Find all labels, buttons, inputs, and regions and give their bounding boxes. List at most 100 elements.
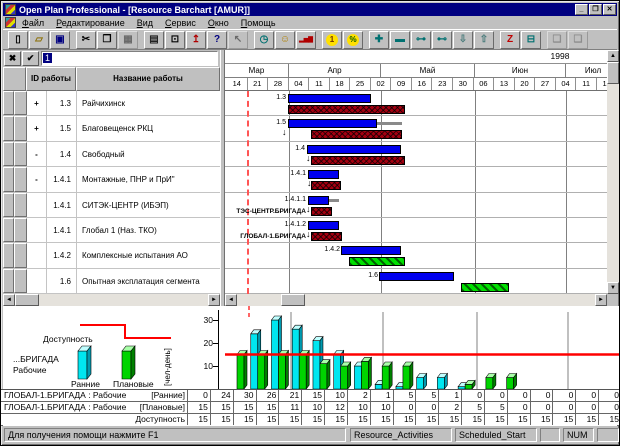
time-analysis-button[interactable]: ◷ [254, 30, 274, 49]
progress-bar[interactable] [349, 257, 405, 267]
table-row[interactable]: -1.4.1 Монтажные, ПНР и ПрИ" [3, 167, 220, 193]
cancel-edit-button[interactable]: ✖ [4, 51, 21, 66]
activity-bar[interactable] [307, 144, 401, 154]
table-row[interactable]: 1.4.1 Глобал 1 (Наз. ТКО) [3, 218, 220, 244]
window-option-2-button[interactable]: ❏ [568, 30, 588, 49]
table-row[interactable]: 1.6 Опытная эксплатация сегмента [3, 268, 220, 294]
print-button[interactable]: ▤ [144, 30, 164, 49]
activity-bar[interactable] [288, 119, 377, 129]
window-option-1-button[interactable]: ❏ [547, 30, 567, 49]
menu-редактирование[interactable]: Редактирование [56, 17, 125, 28]
scroll-right-arrow[interactable]: ► [208, 294, 220, 306]
outline-promote-button[interactable]: ⇧ [474, 30, 494, 49]
child-window-icon[interactable] [5, 17, 16, 28]
row-selector-cell[interactable] [14, 167, 27, 192]
activity-id-cell[interactable]: 1.4.1 [47, 218, 77, 244]
baseline-bar[interactable] [311, 206, 332, 216]
save-button[interactable]: ▣ [50, 30, 70, 49]
cost-chart-button[interactable]: ▂▅▇ [296, 30, 316, 49]
gantt-horizontal-scrollbar[interactable]: ◄ ► [225, 294, 607, 306]
activity-name-cell[interactable]: Опытная эксплатация сегмента [82, 276, 200, 286]
table-horizontal-scrollbar[interactable]: ◄ ► [3, 294, 220, 306]
activity-name-cell[interactable]: Райчихинск [82, 99, 126, 108]
menu-файл[interactable]: Файл [22, 17, 45, 28]
pane-splitter[interactable] [220, 50, 225, 306]
outline-demote-button[interactable]: ⇩ [453, 30, 473, 49]
menu-помощь[interactable]: Помощь [240, 17, 276, 28]
help-button[interactable]: ? [207, 30, 227, 49]
scroll-down-arrow[interactable]: ▼ [607, 282, 619, 294]
row-expander[interactable]: + [27, 91, 47, 117]
row-expander[interactable]: - [27, 141, 47, 168]
scroll-left-arrow[interactable]: ◄ [3, 294, 15, 306]
row-expander[interactable] [27, 243, 47, 269]
row-selector-cell[interactable] [14, 192, 27, 217]
activity-bar[interactable] [308, 221, 339, 230]
row-expander[interactable] [27, 268, 47, 294]
baseline-bar[interactable] [311, 155, 405, 165]
row-selector-cell[interactable] [14, 141, 27, 167]
activity-id-cell[interactable]: 1.6 [47, 268, 77, 294]
activity-name-cell[interactable]: Комплексные испытания АО [82, 251, 188, 261]
progress-bar[interactable] [461, 282, 509, 292]
table-row[interactable]: -1.4 Свободный [3, 141, 220, 168]
confirm-edit-button[interactable]: ✔ [22, 51, 39, 66]
table-row[interactable]: 1.4.2 Комплексные испытания АО [3, 243, 220, 269]
baseline-bar[interactable] [288, 105, 405, 114]
table-scroll-thumb[interactable] [15, 294, 39, 306]
table-row[interactable]: 1.4.1 СИТЭК-ЦЕНТР (ИБЭП) [3, 192, 220, 218]
gantt-scroll-thumb[interactable] [281, 294, 305, 306]
name-column-header[interactable]: Название работы [76, 67, 220, 91]
activity-id-cell[interactable]: 1.4.1 [47, 167, 77, 193]
row-selector-cell[interactable] [14, 218, 27, 243]
activity-bar[interactable] [341, 246, 401, 256]
activity-name-cell[interactable]: Глобал 1 (Наз. ТКО) [82, 226, 157, 235]
histogram-view-button[interactable]: ⊟ [521, 30, 541, 49]
app-icon[interactable] [5, 4, 16, 15]
window-restore-button[interactable]: ❐ [589, 4, 602, 15]
activity-name-cell[interactable]: Свободный [82, 149, 125, 159]
activity-id-cell[interactable]: 1.4 [47, 141, 77, 168]
row-expander[interactable]: + [27, 116, 47, 142]
activity-id-cell[interactable]: 1.4.2 [47, 243, 77, 269]
add-activity-button[interactable]: ✚ [369, 30, 389, 49]
delete-activity-button[interactable]: ▬ [390, 30, 410, 49]
copy-button[interactable]: ❐ [97, 30, 117, 49]
baseline-bar[interactable] [311, 130, 402, 140]
row-selector-cell[interactable] [14, 116, 27, 141]
activity-id-cell[interactable]: 1.4.1 [47, 192, 77, 218]
activity-bar[interactable] [308, 195, 329, 205]
unlink-activities-button[interactable]: ⊷ [432, 30, 452, 49]
paste-button[interactable]: ▦ [118, 30, 138, 49]
activity-id-cell[interactable]: 1.5 [47, 116, 77, 142]
activity-name-cell[interactable]: Монтажные, ПНР и ПрИ" [82, 175, 175, 185]
page-setup-button[interactable]: ↥ [186, 30, 206, 49]
row-expander[interactable] [27, 218, 47, 244]
resource-view-button[interactable]: ☺ [275, 30, 295, 49]
activity-bar[interactable] [308, 170, 339, 180]
row-selector-cell[interactable] [14, 268, 27, 294]
row-selector-cell[interactable] [14, 91, 27, 116]
open-button[interactable]: ▱ [29, 30, 49, 49]
link-activities-button[interactable]: ⊶ [411, 30, 431, 49]
scroll-right-arrow[interactable]: ► [595, 294, 607, 306]
menu-сервис[interactable]: Сервис [165, 17, 196, 28]
cut-button[interactable]: ✂ [76, 30, 96, 49]
context-help-button[interactable]: ↖ [228, 30, 248, 49]
table-row[interactable]: +1.3 Райчихинск [3, 91, 220, 117]
activity-name-cell[interactable]: СИТЭК-ЦЕНТР (ИБЭП) [82, 200, 169, 210]
cell-edit-input[interactable]: 1 [41, 51, 218, 66]
baseline-bar[interactable] [311, 232, 342, 241]
percent-button[interactable]: % [343, 30, 363, 49]
window-minimize-button[interactable]: _ [575, 4, 588, 15]
menu-вид[interactable]: Вид [136, 17, 153, 28]
activity-id-cell[interactable]: 1.3 [47, 91, 77, 117]
activity-bar[interactable] [288, 94, 371, 103]
window-close-button[interactable]: ✕ [603, 4, 616, 15]
activity-bar[interactable] [379, 271, 454, 281]
new-button[interactable]: ▯ [8, 30, 28, 49]
row-expander[interactable] [27, 192, 47, 218]
gantt-vertical-scrollbar[interactable]: ▲ ▼ [607, 50, 619, 294]
scroll-up-arrow[interactable]: ▲ [607, 50, 619, 62]
sort-button[interactable]: Z [500, 30, 520, 49]
